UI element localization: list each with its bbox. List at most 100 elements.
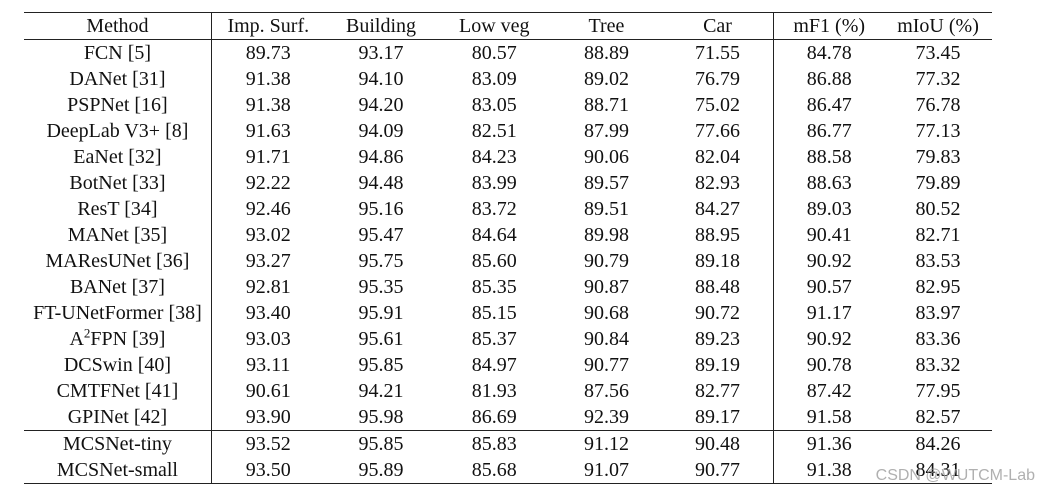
low-veg-cell: 86.69 <box>471 406 517 428</box>
miou-cell: 82.95 <box>915 276 961 298</box>
method-cell: BANet [37] <box>24 274 212 300</box>
imp-surf-cell: 93.40 <box>245 302 291 324</box>
car-cell: 71.55 <box>661 39 775 66</box>
miou-cell: 82.71 <box>915 224 961 246</box>
tree-cell: 88.89 <box>583 42 629 64</box>
header-tree: Tree <box>588 15 625 37</box>
car-cell: 82.04 <box>661 144 775 170</box>
miou-cell: 82.57 <box>915 406 961 428</box>
car-cell: 75.02 <box>661 92 775 118</box>
method-cell: A2FPN [39] <box>24 326 212 352</box>
header-building: Building <box>346 15 417 37</box>
imp-surf-cell: 90.61 <box>245 380 291 402</box>
tree-cell: 88.71 <box>583 94 629 116</box>
table-row: MCSNet-small 93.50 95.89 85.68 91.07 90.… <box>24 457 992 484</box>
method-cell: FT-UNetFormer [38] <box>24 300 212 326</box>
car-cell: 76.79 <box>661 66 775 92</box>
method-cell: DANet [31] <box>24 66 212 92</box>
mf1-cell: 88.63 <box>806 172 852 194</box>
low-veg-cell: 82.51 <box>471 120 517 142</box>
mf1-cell: 90.92 <box>806 250 852 272</box>
table-row: ResT [34] 92.46 95.16 83.72 89.51 84.27 … <box>24 196 992 222</box>
building-cell: 94.21 <box>358 380 404 402</box>
tree-cell: 89.51 <box>583 198 629 220</box>
tree-cell: 87.99 <box>583 120 629 142</box>
method-suffix: FPN [39] <box>90 328 166 350</box>
building-cell: 95.47 <box>358 224 404 246</box>
miou-cell: 83.32 <box>915 354 961 376</box>
method-cell: MCSNet-small <box>24 457 212 484</box>
table-row: FT-UNetFormer [38] 93.40 95.91 85.15 90.… <box>24 300 992 326</box>
table-row: DeepLab V3+ [8] 91.63 94.09 82.51 87.99 … <box>24 118 992 144</box>
table-row: FCN [5] 89.73 93.17 80.57 88.89 71.55 84… <box>24 39 992 66</box>
car-cell: 82.93 <box>661 170 775 196</box>
header-mf1: mF1 (%) <box>793 15 866 37</box>
mf1-cell: 89.03 <box>806 198 852 220</box>
mf1-cell: 84.78 <box>806 42 852 64</box>
method-prefix: A <box>69 328 84 350</box>
method-cell: MAResUNet [36] <box>24 248 212 274</box>
mf1-cell: 90.92 <box>806 328 852 350</box>
imp-surf-cell: 91.38 <box>245 94 291 116</box>
table-row: DCSwin [40] 93.11 95.85 84.97 90.77 89.1… <box>24 352 992 378</box>
imp-surf-cell: 93.50 <box>245 459 291 481</box>
mf1-cell: 90.57 <box>806 276 852 298</box>
miou-cell: 84.26 <box>915 433 961 455</box>
mf1-cell: 87.42 <box>806 380 852 402</box>
table-row: PSPNet [16] 91.38 94.20 83.05 88.71 75.0… <box>24 92 992 118</box>
miou-cell: 79.83 <box>915 146 961 168</box>
method-cell: DCSwin [40] <box>24 352 212 378</box>
method-cell: CMTFNet [41] <box>24 378 212 404</box>
car-cell: 89.18 <box>661 248 775 274</box>
method-cell: ResT [34] <box>24 196 212 222</box>
low-veg-cell: 84.64 <box>471 224 517 246</box>
low-veg-cell: 85.37 <box>471 328 517 350</box>
low-veg-cell: 83.05 <box>471 94 517 116</box>
miou-cell: 76.78 <box>915 94 961 116</box>
header-car: Car <box>661 12 775 40</box>
imp-surf-cell: 91.63 <box>245 120 291 142</box>
low-veg-cell: 85.15 <box>471 302 517 324</box>
building-cell: 95.16 <box>358 198 404 220</box>
miou-cell: 77.95 <box>915 380 961 402</box>
table-row: MANet [35] 93.02 95.47 84.64 89.98 88.95… <box>24 222 992 248</box>
car-cell: 88.95 <box>661 222 775 248</box>
tree-cell: 92.39 <box>583 406 629 428</box>
low-veg-cell: 83.99 <box>471 172 517 194</box>
imp-surf-cell: 93.11 <box>246 354 291 376</box>
mf1-cell: 91.17 <box>806 302 852 324</box>
building-cell: 95.85 <box>358 354 404 376</box>
building-cell: 95.75 <box>358 250 404 272</box>
building-cell: 94.20 <box>358 94 404 116</box>
method-cell: GPINet [42] <box>24 404 212 431</box>
method-cell: MCSNet-tiny <box>24 430 212 457</box>
imp-surf-cell: 92.81 <box>245 276 291 298</box>
imp-surf-cell: 93.03 <box>245 328 291 350</box>
car-cell: 88.48 <box>661 274 775 300</box>
car-cell: 90.72 <box>661 300 775 326</box>
building-cell: 95.85 <box>358 433 404 455</box>
car-cell: 89.17 <box>661 404 775 431</box>
car-cell: 90.77 <box>661 457 775 484</box>
mf1-cell: 86.77 <box>806 120 852 142</box>
tree-cell: 91.12 <box>583 433 629 455</box>
tree-cell: 90.68 <box>583 302 629 324</box>
building-cell: 95.35 <box>358 276 404 298</box>
method-cell: BotNet [33] <box>24 170 212 196</box>
low-veg-cell: 84.97 <box>471 354 517 376</box>
table-row: MAResUNet [36] 93.27 95.75 85.60 90.79 8… <box>24 248 992 274</box>
mf1-cell: 86.88 <box>806 68 852 90</box>
method-cell: EaNet [32] <box>24 144 212 170</box>
miou-cell: 77.13 <box>915 120 961 142</box>
miou-cell: 77.32 <box>915 68 961 90</box>
miou-cell: 79.89 <box>915 172 961 194</box>
imp-surf-cell: 93.27 <box>245 250 291 272</box>
building-cell: 95.91 <box>358 302 404 324</box>
miou-cell: 80.52 <box>915 198 961 220</box>
mf1-cell: 90.41 <box>806 224 852 246</box>
car-cell: 89.23 <box>661 326 775 352</box>
low-veg-cell: 80.57 <box>471 42 517 64</box>
header-miou: mIoU (%) <box>897 15 979 37</box>
tree-cell: 90.79 <box>583 250 629 272</box>
car-cell: 90.48 <box>661 430 775 457</box>
